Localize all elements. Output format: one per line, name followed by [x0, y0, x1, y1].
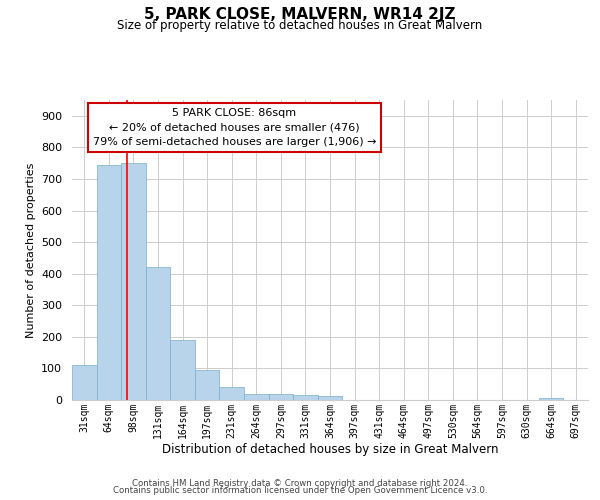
Y-axis label: Number of detached properties: Number of detached properties	[26, 162, 35, 338]
Bar	[244, 394, 269, 400]
Text: 5 PARK CLOSE: 86sqm
← 20% of detached houses are smaller (476)
79% of semi-detac: 5 PARK CLOSE: 86sqm ← 20% of detached ho…	[93, 108, 376, 147]
Bar	[318, 396, 342, 400]
Bar	[539, 398, 563, 400]
Bar	[293, 396, 318, 400]
Text: Contains HM Land Registry data © Crown copyright and database right 2024.: Contains HM Land Registry data © Crown c…	[132, 478, 468, 488]
Bar	[170, 340, 195, 400]
Text: 5, PARK CLOSE, MALVERN, WR14 2JZ: 5, PARK CLOSE, MALVERN, WR14 2JZ	[144, 8, 456, 22]
Bar	[146, 268, 170, 400]
Text: Size of property relative to detached houses in Great Malvern: Size of property relative to detached ho…	[118, 19, 482, 32]
Bar	[220, 386, 244, 400]
Text: Contains public sector information licensed under the Open Government Licence v3: Contains public sector information licen…	[113, 486, 487, 495]
Bar	[269, 394, 293, 400]
Bar	[72, 366, 97, 400]
Bar	[97, 164, 121, 400]
Text: Distribution of detached houses by size in Great Malvern: Distribution of detached houses by size …	[162, 442, 498, 456]
Bar	[121, 163, 146, 400]
Bar	[195, 370, 220, 400]
